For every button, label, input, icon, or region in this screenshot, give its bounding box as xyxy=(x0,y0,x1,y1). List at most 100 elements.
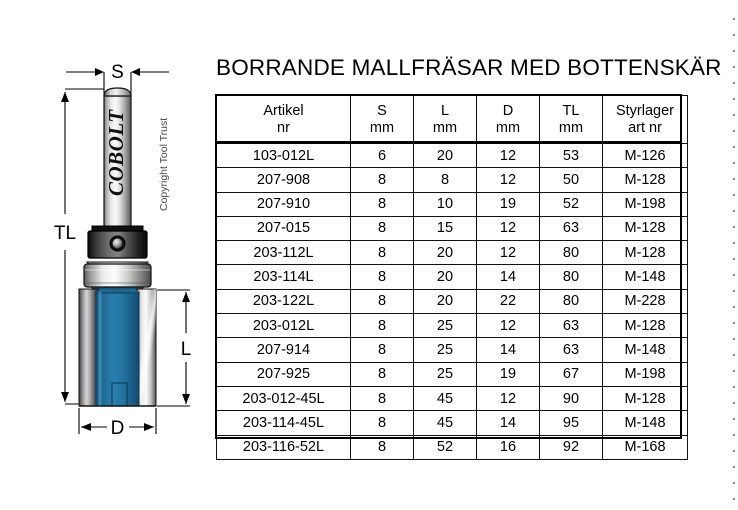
product-technical-drawing: S TL COBOLT Copyright Tool Trust xyxy=(0,0,216,510)
cell-artikel: 207-925 xyxy=(216,361,351,387)
header-line2: nr xyxy=(277,119,290,136)
cell-styrlager: M-128 xyxy=(602,167,688,193)
cell-l: 45 xyxy=(413,385,477,412)
header-line1: Styrlager xyxy=(615,103,675,120)
cell-d: 22 xyxy=(476,288,540,315)
header-line1: S xyxy=(377,103,387,120)
cell-s: 8 xyxy=(350,385,414,412)
cell-d: 19 xyxy=(476,191,540,217)
cell-s: 6 xyxy=(350,142,414,169)
l-arrowhead-bottom xyxy=(182,394,190,404)
router-bit-shank xyxy=(103,87,132,229)
header-line1: D xyxy=(502,103,514,120)
column-header-artikel: Artikel nr xyxy=(216,95,351,144)
table-row: 203-114L 8 20 14 80 M-148 xyxy=(216,264,688,290)
l-arrowhead-top xyxy=(182,292,190,302)
header-line2: mm xyxy=(558,119,584,136)
dimension-label-TL: TL xyxy=(54,223,76,244)
specification-table: Artikel nr S mm L mm D mm TL mm xyxy=(216,95,688,460)
cell-artikel: 203-012-45L xyxy=(216,385,351,412)
cell-d: 14 xyxy=(476,264,540,290)
column-header-styrlager: Styrlager art nr xyxy=(602,95,688,144)
cell-tl: 53 xyxy=(539,142,603,169)
cell-l: 20 xyxy=(413,264,477,290)
copyright-label: Copyright Tool Trust xyxy=(158,118,170,211)
cell-l: 45 xyxy=(413,410,477,436)
cell-styrlager: M-228 xyxy=(602,288,688,315)
column-header-d: D mm xyxy=(476,95,540,144)
cell-l: 15 xyxy=(413,215,477,242)
header-line1: TL xyxy=(562,103,580,120)
cell-s: 8 xyxy=(350,240,414,266)
table-row: 203-122L 8 20 22 80 M-228 xyxy=(216,288,688,315)
cell-s: 8 xyxy=(350,337,414,363)
header-line2: mm xyxy=(495,119,521,136)
cell-tl: 80 xyxy=(539,288,603,315)
cell-artikel: 203-114-45L xyxy=(216,410,351,436)
cell-d: 12 xyxy=(476,215,540,242)
cell-tl: 80 xyxy=(539,240,603,266)
column-header-tl: TL mm xyxy=(539,95,603,144)
cell-l: 52 xyxy=(413,434,477,460)
cell-artikel: 207-914 xyxy=(216,337,351,363)
table-row: 207-910 8 10 19 52 M-198 xyxy=(216,191,688,217)
dimension-label-D: D xyxy=(111,418,125,439)
dimension-label-S: S xyxy=(111,62,124,83)
cell-d: 12 xyxy=(476,313,540,339)
cell-tl: 95 xyxy=(539,410,603,436)
cell-tl: 52 xyxy=(539,191,603,217)
cell-l: 20 xyxy=(413,240,477,266)
cell-styrlager: M-148 xyxy=(602,337,688,363)
cell-s: 8 xyxy=(350,313,414,339)
router-bit-guide-bearing xyxy=(83,261,152,293)
cell-s: 8 xyxy=(350,434,414,460)
cell-artikel: 207-015 xyxy=(216,215,351,242)
cell-d: 12 xyxy=(476,167,540,193)
cell-tl: 80 xyxy=(539,264,603,290)
cell-styrlager: M-168 xyxy=(602,434,688,460)
cell-styrlager: M-198 xyxy=(602,191,688,217)
cell-l: 25 xyxy=(413,361,477,387)
table-row: 203-012-45L 8 45 12 90 M-128 xyxy=(216,385,688,412)
cell-l: 25 xyxy=(413,313,477,339)
cell-l: 8 xyxy=(413,167,477,193)
page-margin-dotted-rule xyxy=(733,18,735,502)
router-bit-cutter-body xyxy=(78,287,157,407)
cell-styrlager: M-126 xyxy=(602,142,688,169)
header-line2: mm xyxy=(432,119,458,136)
table-row: 207-925 8 25 19 67 M-198 xyxy=(216,361,688,387)
table-row: 207-015 8 15 12 63 M-128 xyxy=(216,215,688,242)
cell-styrlager: M-128 xyxy=(602,240,688,266)
page-title: BORRANDE MALLFRÄSAR MED BOTTENSKÄR xyxy=(216,55,722,80)
cell-d: 14 xyxy=(476,337,540,363)
table-row: 103-012L 6 20 12 53 M-126 xyxy=(216,142,688,169)
cell-styrlager: M-148 xyxy=(602,264,688,290)
table-row: 203-114-45L 8 45 14 95 M-148 xyxy=(216,410,688,436)
header-line2: art nr xyxy=(628,119,662,136)
cell-d: 12 xyxy=(476,142,540,169)
cell-artikel: 203-122L xyxy=(216,288,351,315)
cell-styrlager: M-128 xyxy=(602,215,688,242)
column-header-l: L mm xyxy=(413,95,477,144)
table-row: 203-012L 8 25 12 63 M-128 xyxy=(216,313,688,339)
d-arrowhead-right xyxy=(144,423,154,431)
dimension-label-L: L xyxy=(181,339,192,360)
header-line1: L xyxy=(440,103,450,120)
s-arrowhead-right xyxy=(131,68,140,76)
cell-d: 12 xyxy=(476,385,540,412)
table-body: 103-012L 6 20 12 53 M-126 207-908 8 8 12 50 M-128 … xyxy=(216,142,688,460)
cell-artikel: 207-908 xyxy=(216,167,351,193)
cell-artikel: 203-012L xyxy=(216,313,351,339)
cell-styrlager: M-198 xyxy=(602,361,688,387)
cell-styrlager: M-148 xyxy=(602,410,688,436)
cell-tl: 63 xyxy=(539,313,603,339)
cell-tl: 63 xyxy=(539,215,603,242)
header-line1: Artikel xyxy=(263,103,304,120)
d-arrowhead-left xyxy=(81,423,91,431)
cell-s: 8 xyxy=(350,191,414,217)
cell-d: 14 xyxy=(476,410,540,436)
cell-tl: 90 xyxy=(539,385,603,412)
cell-artikel: 203-112L xyxy=(216,240,351,266)
cell-s: 8 xyxy=(350,361,414,387)
